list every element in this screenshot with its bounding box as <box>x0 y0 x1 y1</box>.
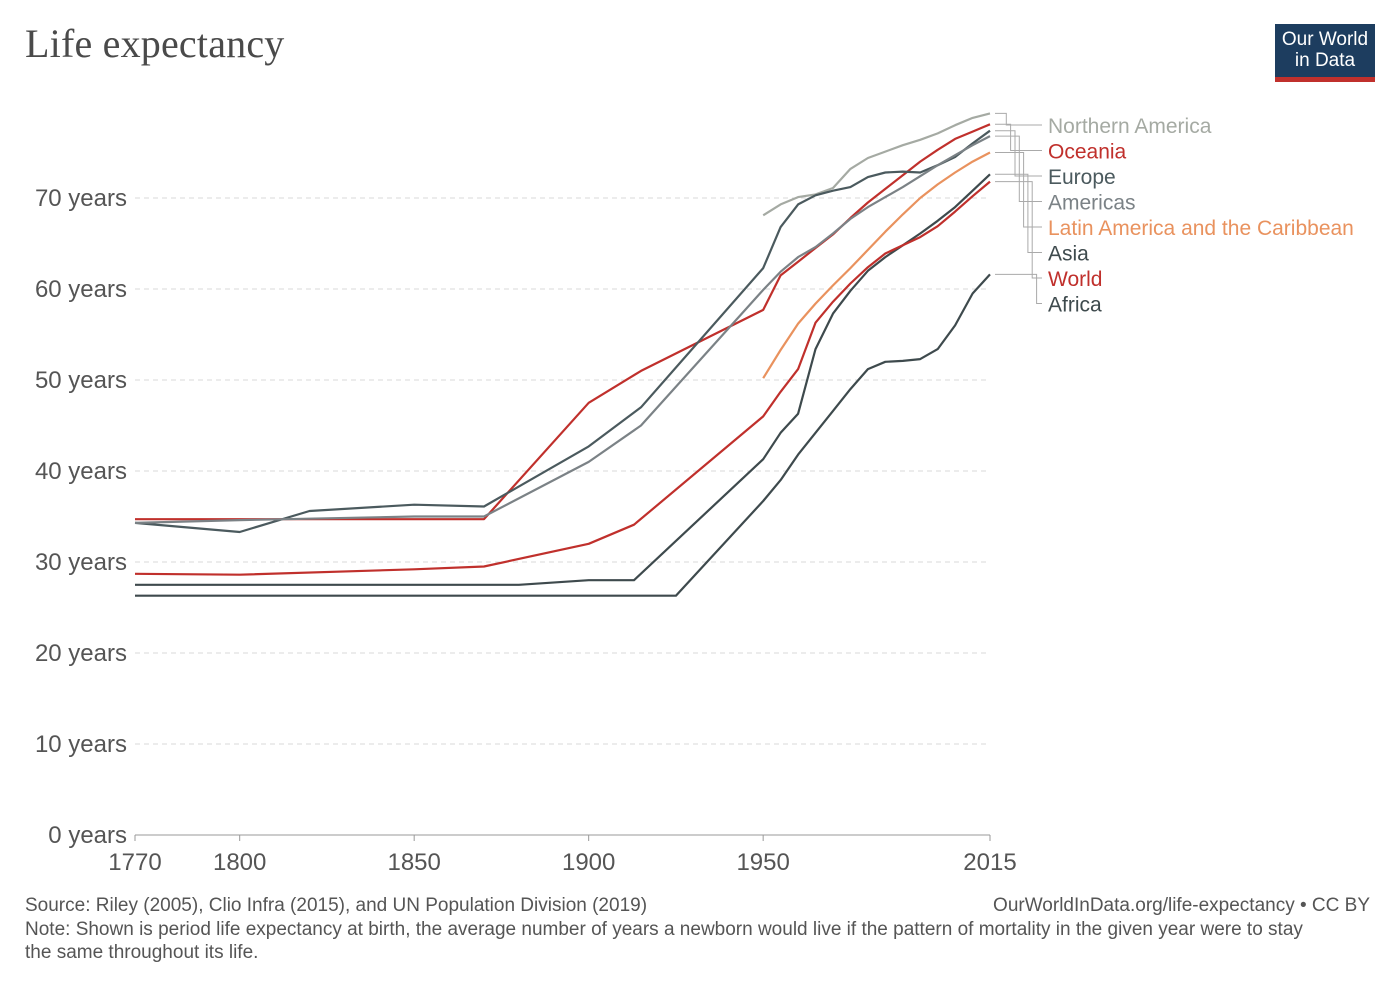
y-tick-label: 40 years <box>35 458 127 485</box>
legend-label[interactable]: Latin America and the Caribbean <box>1048 217 1354 240</box>
legend-label[interactable]: Northern America <box>1048 115 1212 138</box>
legend-label[interactable]: Oceania <box>1048 141 1127 164</box>
legend-connector <box>995 273 1042 304</box>
legend-connector <box>995 181 1042 279</box>
owid-logo[interactable]: Our World in Data <box>1275 24 1375 82</box>
legend-connector <box>995 173 1042 253</box>
y-axis-ticks: 0 years 10 years 20 years 30 years 40 years 5… <box>35 185 127 849</box>
y-tick-label: 60 years <box>35 276 127 303</box>
source-text: Source: Riley (2005), Clio Infra (2015),… <box>25 895 648 916</box>
y-tick-label: 70 years <box>35 185 127 212</box>
legend-label[interactable]: Americas <box>1048 192 1136 215</box>
legend-label[interactable]: World <box>1048 268 1102 291</box>
x-tick-label: 1950 <box>736 849 789 876</box>
legend-connector <box>995 112 1042 126</box>
series-line-africa[interactable] <box>135 273 991 597</box>
y-tick-label: 50 years <box>35 367 127 394</box>
note-text: Note: Shown is period life expectancy at… <box>25 919 1303 963</box>
logo-line-1: Our World <box>1281 29 1369 50</box>
series-line-world[interactable] <box>134 180 991 576</box>
y-tick-label: 10 years <box>35 731 127 758</box>
x-tick-label: 1900 <box>562 849 615 876</box>
series-line-asia[interactable] <box>135 173 991 586</box>
legend-connector <box>995 152 1042 228</box>
legend-connector <box>995 123 1042 151</box>
series-line-northern-america[interactable] <box>762 112 991 217</box>
legend-label[interactable]: Africa <box>1048 294 1102 317</box>
x-axis-ticks: 1770 1800 1850 1900 1950 2015 <box>108 835 1017 876</box>
x-tick-label: 1770 <box>108 849 161 876</box>
series-line-latin-america-and-the-caribbean[interactable] <box>762 151 991 379</box>
legend-connector <box>995 135 1042 202</box>
credit-link[interactable]: OurWorldInData.org/life-expectancy • CC … <box>993 895 1370 916</box>
y-tick-label: 20 years <box>35 640 127 667</box>
x-tick-label: 1850 <box>387 849 440 876</box>
series-line-oceania[interactable] <box>135 123 991 521</box>
chart-title: Life expectancy <box>25 21 285 66</box>
legend-label[interactable]: Europe <box>1048 166 1116 189</box>
legend-label[interactable]: Asia <box>1048 243 1089 266</box>
grid-lines <box>135 197 990 836</box>
logo-line-2: in Data <box>1294 50 1356 71</box>
x-tick-label: 1800 <box>213 849 266 876</box>
series-line-europe[interactable] <box>134 129 991 534</box>
series-line-americas[interactable] <box>134 135 991 524</box>
x-tick-label: 2015 <box>963 849 1016 876</box>
y-tick-label: 0 years <box>48 822 127 849</box>
y-tick-label: 30 years <box>35 549 127 576</box>
legend-connector <box>995 130 1042 177</box>
series-lines <box>134 112 991 597</box>
